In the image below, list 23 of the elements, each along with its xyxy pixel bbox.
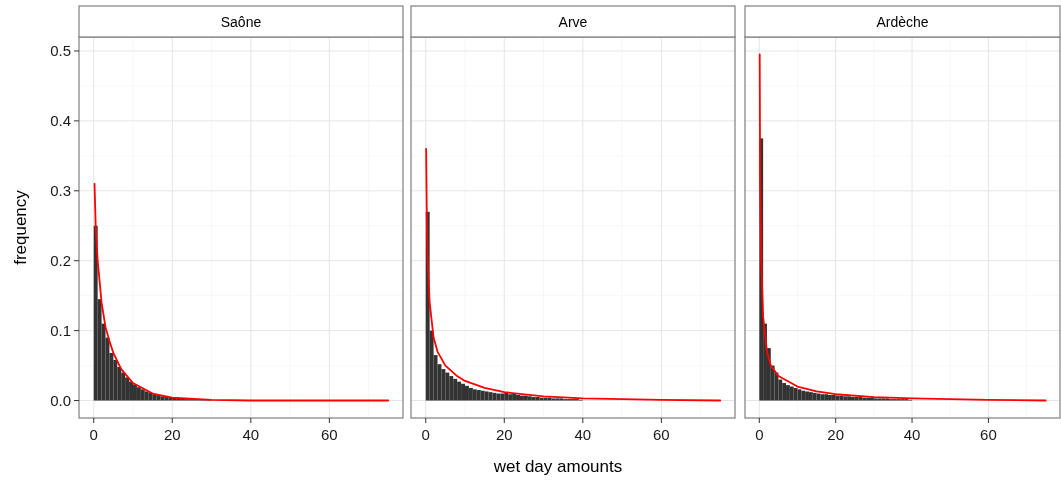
x-tick-label: 20 (163, 426, 181, 443)
x-tick-label: 40 (903, 426, 921, 443)
y-tick-label: 0.4 (50, 111, 71, 129)
x-tick-label: 60 (321, 426, 338, 443)
chart-title: Arve (558, 13, 588, 30)
y-tick-label: 0.3 (50, 181, 71, 199)
x-axis-title: wet day amounts (492, 457, 623, 476)
x-tick-label: 40 (242, 426, 260, 443)
x-tick-label: 0 (755, 426, 764, 443)
x-tick-label: 0 (89, 426, 98, 443)
x-tick-label: 60 (653, 426, 670, 443)
chart-title: Ardèche (876, 13, 929, 30)
y-tick-label: 0.0 (50, 391, 71, 409)
x-tick-label: 20 (495, 426, 513, 443)
x-tick-label: 60 (980, 426, 997, 443)
y-tick-label: 0.5 (50, 41, 71, 59)
y-tick-label: 0.1 (50, 321, 71, 339)
chart-title: Saône (220, 13, 262, 30)
x-tick-label: 20 (827, 426, 845, 443)
x-tick-label: 0 (421, 426, 430, 443)
x-tick-label: 40 (574, 426, 592, 443)
y-tick-label: 0.2 (50, 251, 71, 269)
y-axis-title: frequency (11, 189, 30, 265)
